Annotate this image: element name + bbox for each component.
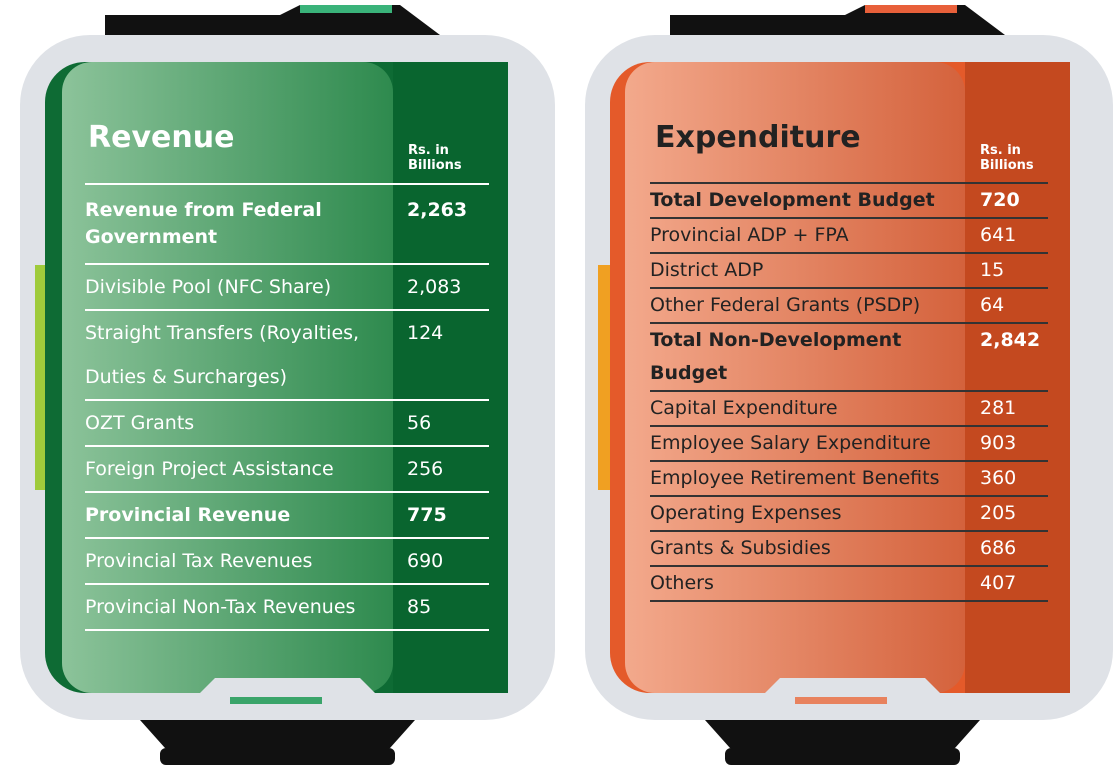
table-row: Total Non-Development Budget 2,842 [650, 324, 1048, 392]
row-label: Straight Transfers (Royalties, Duties & … [85, 322, 360, 388]
table-row: Revenue from Federal Government 2,263 [85, 185, 489, 265]
row-label: Employee Salary Expenditure [650, 432, 931, 454]
revenue-device [20, 5, 555, 765]
row-label: Other Federal Grants (PSDP) [650, 294, 921, 316]
row-value: 690 [407, 550, 444, 572]
table-row: Provincial ADP + FPA 641 [650, 219, 1048, 254]
row-value: 775 [407, 504, 447, 526]
row-value: 903 [980, 432, 1017, 454]
row-label: Provincial Revenue [85, 504, 291, 526]
table-row: Divisible Pool (NFC Share) 2,083 [85, 265, 489, 311]
expenditure-device [585, 5, 1113, 765]
row-label: Provincial Non-Tax Revenues [85, 596, 356, 618]
table-row: Provincial Revenue 775 [85, 493, 489, 539]
row-label: Others [650, 572, 714, 594]
row-value: 56 [407, 412, 432, 434]
table-row: Employee Retirement Benefits 360 [650, 462, 1048, 497]
row-value: 720 [980, 189, 1020, 211]
row-label: Provincial Tax Revenues [85, 550, 313, 572]
unit-label: Rs. in Billions [408, 143, 462, 173]
row-label: Grants & Subsidies [650, 537, 831, 559]
table-row: Provincial Tax Revenues 690 [85, 539, 489, 585]
table-row: Total Development Budget 720 [650, 184, 1048, 219]
table-row: Grants & Subsidies 686 [650, 532, 1048, 567]
row-value: 686 [980, 537, 1017, 559]
row-value: 641 [980, 224, 1017, 246]
row-value: 281 [980, 397, 1017, 419]
row-value: 85 [407, 596, 432, 618]
row-value: 2,263 [407, 199, 468, 221]
row-label: Foreign Project Assistance [85, 458, 334, 480]
row-label: Employee Retirement Benefits [650, 467, 940, 489]
table-row: District ADP 15 [650, 254, 1048, 289]
row-value: 124 [407, 322, 444, 344]
row-value: 2,083 [407, 276, 462, 298]
table-row: Operating Expenses 205 [650, 497, 1048, 532]
row-label: OZT Grants [85, 412, 195, 434]
row-value: 407 [980, 572, 1017, 594]
unit-label: Rs. in Billions [980, 143, 1034, 173]
row-value: 2,842 [980, 329, 1041, 351]
row-value: 205 [980, 502, 1017, 524]
table-row: Provincial Non-Tax Revenues 85 [85, 585, 489, 631]
row-value: 15 [980, 259, 1005, 281]
table: Revenue from Federal Government 2,263 Divi… [85, 183, 489, 631]
row-value: 256 [407, 458, 444, 480]
table-row: Others 407 [650, 567, 1048, 602]
row-label: Revenue from Federal Government [85, 199, 322, 248]
panel-title: Revenue [88, 120, 235, 155]
table-row: Other Federal Grants (PSDP) 64 [650, 289, 1048, 324]
row-label: Capital Expenditure [650, 397, 838, 419]
table-row: OZT Grants 56 [85, 401, 489, 447]
table-row: Employee Salary Expenditure 903 [650, 427, 1048, 462]
table-row: Foreign Project Assistance 256 [85, 447, 489, 493]
row-value: 360 [980, 467, 1017, 489]
row-label: Total Development Budget [650, 189, 935, 211]
row-value: 64 [980, 294, 1005, 316]
table-row: Straight Transfers (Royalties, Duties & … [85, 311, 489, 401]
table: Total Development Budget 720 Provincial AD… [650, 182, 1048, 602]
row-label: District ADP [650, 259, 764, 281]
row-label: Operating Expenses [650, 502, 842, 524]
row-label: Divisible Pool (NFC Share) [85, 276, 332, 298]
row-label: Provincial ADP + FPA [650, 224, 849, 246]
panel-title: Expenditure [655, 120, 861, 155]
row-label: Total Non-Development Budget [650, 329, 902, 384]
table-row: Capital Expenditure 281 [650, 392, 1048, 427]
